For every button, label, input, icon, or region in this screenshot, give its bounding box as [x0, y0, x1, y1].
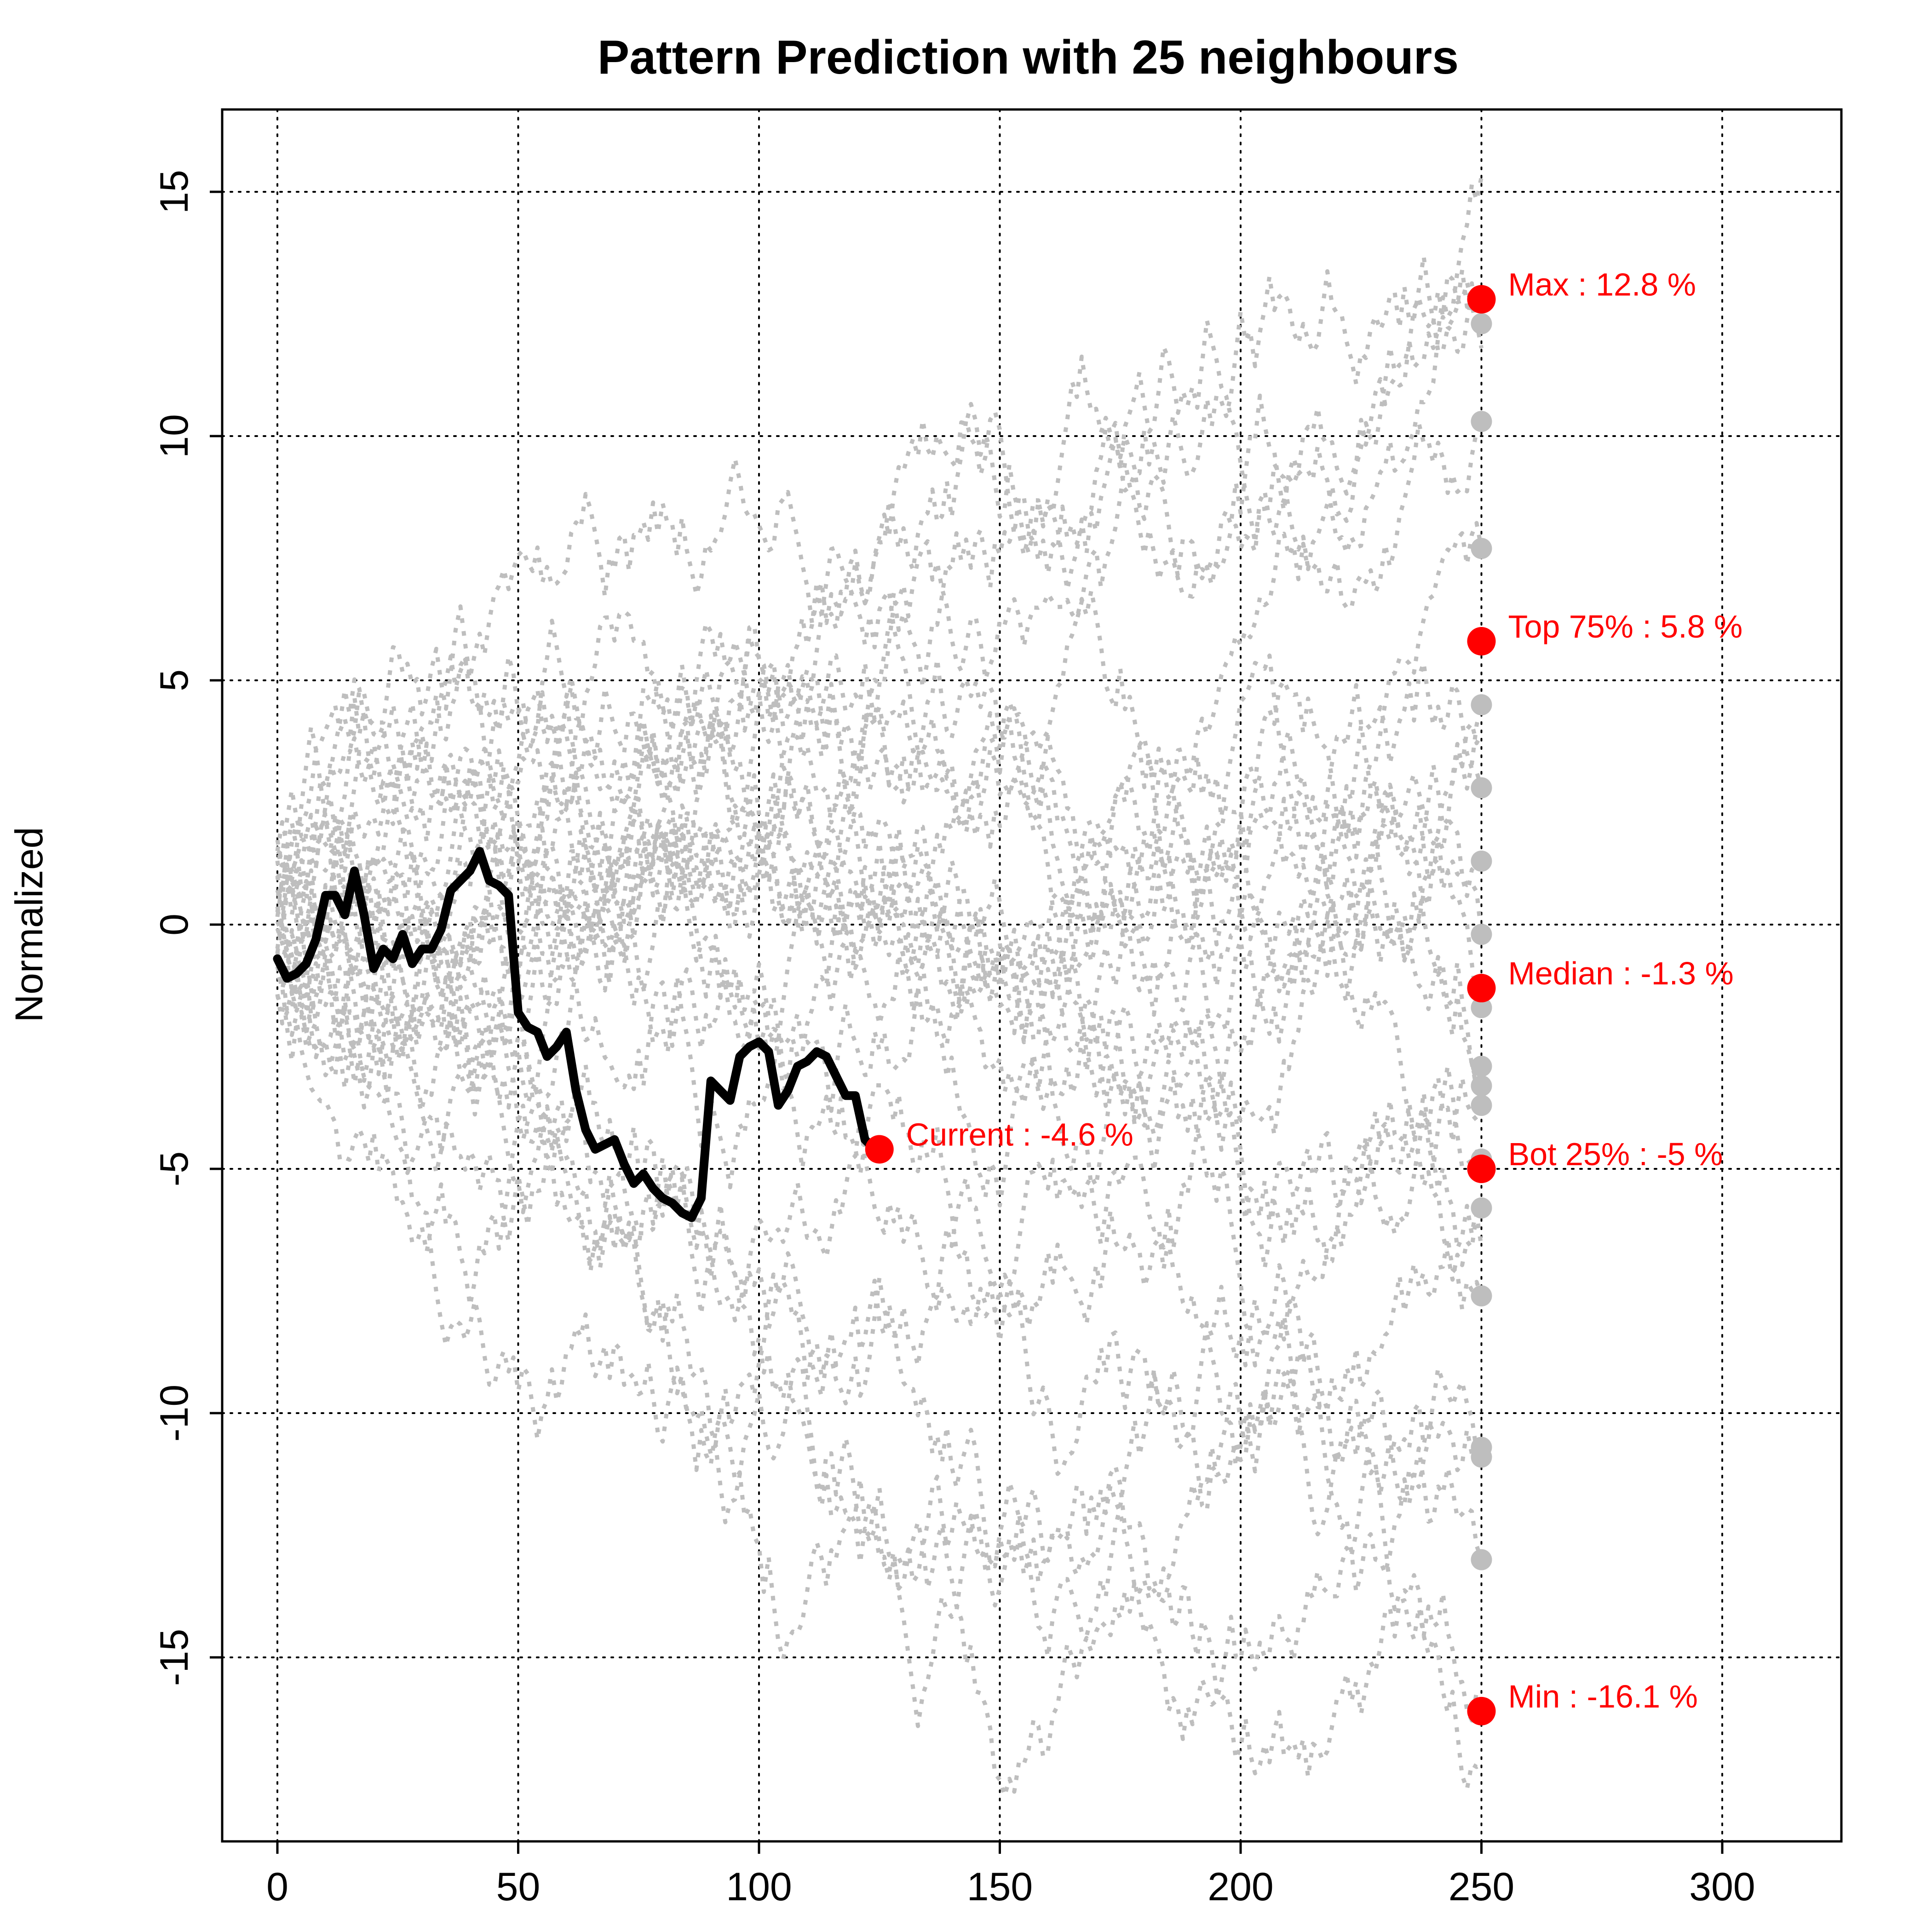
neighbour-line: [275, 875, 1483, 1791]
current-series: [273, 847, 884, 1222]
neighbour-endpoint-marker: [1471, 1549, 1492, 1570]
x-tick-label: 50: [496, 1865, 540, 1909]
neighbour-line: [275, 588, 1484, 1106]
neighbour-line: [275, 890, 1484, 1598]
x-tick-label: 0: [266, 1865, 288, 1909]
neighbour-endpoint-marker: [1471, 313, 1492, 334]
current-series-line: [273, 847, 884, 1222]
neighbour-endpoint-marker: [1471, 777, 1492, 799]
neighbour-endpoint-marker: [1471, 1446, 1492, 1468]
y-tick-label: 10: [152, 414, 196, 458]
summary-label: Min : -16.1 %: [1508, 1679, 1698, 1714]
x-tick-label: 150: [967, 1865, 1033, 1909]
neighbour-line: [276, 254, 1484, 898]
axis-ticks: 0 50 100 150 200 250 300 -15 -10 -5 0 5 10 15: [152, 170, 1755, 1909]
neighbour-line: [275, 177, 1484, 933]
summary-marker: [865, 1135, 894, 1164]
neighbour-endpoint-marker: [1471, 1055, 1492, 1077]
neighbour-line: [276, 294, 1484, 982]
neighbour-line: [275, 661, 1484, 1123]
neighbour-endpoint-marker: [1471, 1285, 1492, 1307]
summary-marker: [1467, 285, 1496, 314]
neighbour-line: [275, 847, 1482, 1318]
summary-marker: [1467, 627, 1496, 656]
neighbour-line: [275, 521, 1484, 949]
summary-marker: [1467, 1696, 1496, 1725]
summary-label: Current : -4.6 %: [906, 1117, 1133, 1153]
summary-label: Max : 12.8 %: [1508, 267, 1696, 303]
x-tick-label: 250: [1449, 1865, 1515, 1909]
neighbour-line: [275, 953, 1484, 1798]
neighbour-endpoint-marker: [1471, 694, 1492, 716]
y-tick-label: -10: [152, 1385, 196, 1442]
neighbour-line: [275, 656, 1483, 1089]
neighbour-line: [275, 820, 1484, 1412]
neighbour-endpoint-marker: [1471, 997, 1492, 1018]
neighbour-line: [275, 772, 1484, 1271]
summary-label: Top 75% : 5.8 %: [1508, 609, 1743, 644]
summary-marker: [1467, 974, 1496, 1003]
neighbour-line: [275, 654, 1483, 1507]
neighbour-endpoint-marker: [1471, 538, 1492, 559]
y-tick-label: -15: [152, 1629, 196, 1686]
neighbour-line: [277, 678, 1484, 987]
neighbour-series: [275, 177, 1484, 1798]
neighbour-line: [276, 788, 1484, 1282]
annotations: Current : -4.6 % Max : 12.8 % Top 75% : 5.…: [865, 267, 1743, 1725]
neighbour-endpoint-marker: [1471, 1197, 1492, 1219]
x-tick-label: 200: [1208, 1865, 1274, 1909]
x-tick-label: 300: [1689, 1865, 1755, 1909]
neighbour-line: [275, 653, 1484, 1048]
y-tick-label: 0: [152, 914, 196, 936]
y-tick-label: -5: [152, 1151, 196, 1186]
summary-label: Median : -1.3 %: [1508, 955, 1734, 991]
neighbour-line: [275, 545, 1484, 1090]
neighbour-endpoint-marker: [1471, 411, 1492, 432]
plot-frame: [221, 108, 1843, 1843]
x-tick-label: 100: [726, 1865, 792, 1909]
neighbour-endpoint-marker: [1471, 1075, 1492, 1097]
summary-marker: [1467, 1155, 1496, 1183]
y-axis-label: Normalized: [7, 827, 51, 1023]
chart-title: Pattern Prediction with 25 neighbours: [598, 31, 1459, 84]
summary-label: Bot 25% : -5 %: [1508, 1136, 1723, 1172]
y-tick-label: 15: [152, 170, 196, 214]
neighbour-endpoint-marker: [1471, 850, 1492, 872]
y-tick-label: 5: [152, 669, 196, 691]
neighbour-endpoint-marker: [1471, 924, 1492, 945]
neighbour-endpoint-marker: [1471, 1094, 1492, 1116]
neighbour-line: [275, 719, 1483, 1113]
